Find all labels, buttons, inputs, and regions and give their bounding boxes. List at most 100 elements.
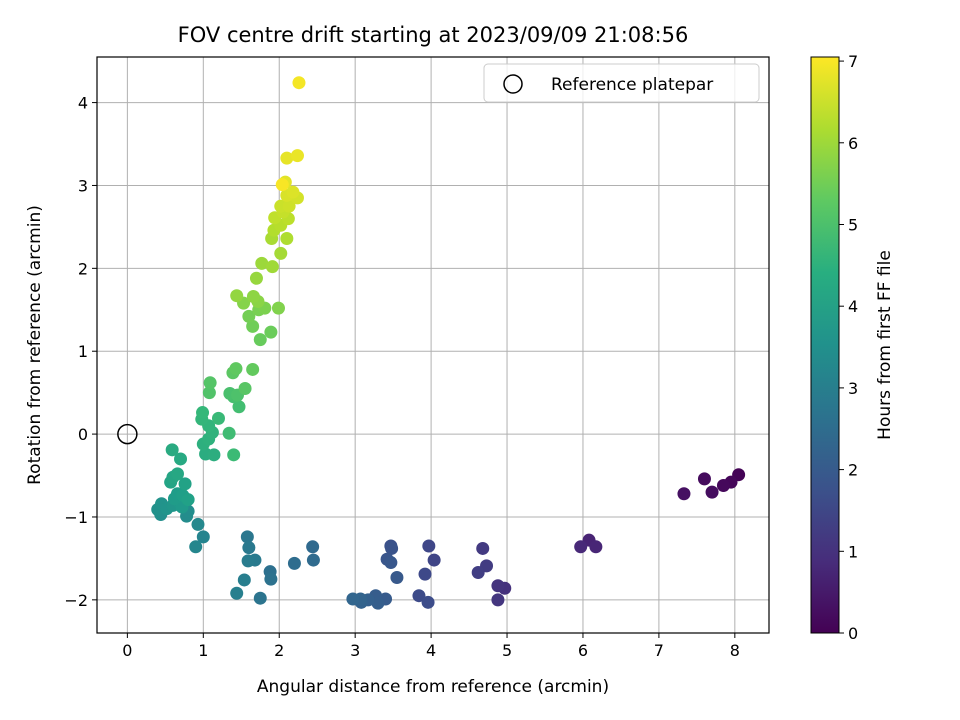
x-tick-label: 3: [350, 641, 360, 660]
y-axis-label: Rotation from reference (arcmin): [25, 205, 45, 485]
data-point: [181, 493, 195, 507]
data-point: [246, 290, 260, 304]
data-point: [242, 541, 256, 555]
data-point: [371, 596, 385, 610]
data-point: [227, 448, 241, 462]
data-point: [202, 386, 216, 400]
data-point: [471, 565, 485, 579]
x-axis-ticks: 0 1 2 3 4 5 6 7 8: [122, 633, 740, 660]
data-point: [178, 477, 192, 491]
data-point: [246, 362, 260, 376]
data-point: [589, 540, 603, 554]
data-point: [422, 539, 436, 553]
data-point: [282, 199, 296, 213]
legend: Reference platepar: [483, 63, 760, 103]
x-tick-label: 6: [578, 641, 588, 660]
data-point: [271, 301, 285, 315]
data-point: [274, 246, 288, 260]
data-point: [249, 271, 263, 285]
y-axis-ticks: −2 −1 0 1 2 3 4: [64, 94, 97, 610]
colorbar-tick-label: 7: [848, 52, 858, 71]
data-point: [207, 448, 221, 462]
data-point: [421, 595, 435, 609]
plot-frame: [96, 56, 770, 634]
data-point: [280, 232, 294, 246]
y-tick-label: −2: [64, 591, 88, 610]
colorbar-tick-label: 6: [848, 134, 858, 153]
data-point: [165, 443, 179, 457]
data-point: [230, 586, 244, 600]
data-point: [242, 309, 256, 323]
x-tick-label: 8: [730, 641, 740, 660]
data-point: [677, 487, 691, 501]
colorbar-tick-label: 0: [848, 624, 858, 643]
colorbar-gradient: [810, 56, 840, 634]
data-point: [253, 333, 267, 347]
x-tick-label: 1: [198, 641, 208, 660]
data-point: [306, 540, 320, 554]
data-point: [346, 592, 360, 606]
data-point: [390, 570, 404, 584]
colorbar-tick-label: 4: [848, 297, 858, 316]
data-point: [237, 573, 251, 587]
data-point: [264, 325, 278, 339]
data-point: [174, 452, 188, 466]
data-point: [170, 467, 184, 481]
reference-marker-layer: [117, 423, 138, 445]
data-point: [705, 485, 719, 499]
data-point: [306, 553, 320, 567]
colorbar-tick-label: 1: [848, 542, 858, 561]
data-points: [151, 76, 746, 610]
x-tick-label: 4: [426, 641, 436, 660]
data-point: [222, 426, 236, 440]
data-point: [385, 541, 399, 555]
legend-box: [483, 63, 760, 103]
data-point: [240, 530, 254, 544]
data-point: [418, 567, 432, 581]
x-tick-label: 0: [122, 641, 132, 660]
x-tick-label: 2: [274, 641, 284, 660]
data-point: [189, 540, 203, 554]
data-point: [427, 553, 441, 567]
data-point: [191, 517, 205, 531]
data-point: [232, 400, 246, 414]
legend-entry-reference: Reference platepar: [551, 75, 713, 95]
data-point: [275, 178, 289, 192]
data-point: [384, 556, 398, 570]
colorbar-label: Hours from first FF file: [875, 250, 895, 440]
y-tick-label: 1: [78, 342, 88, 361]
x-axis-label: Angular distance from reference (arcmin): [257, 677, 609, 697]
data-point: [716, 478, 730, 492]
data-point: [229, 362, 243, 376]
y-tick-label: 4: [78, 94, 88, 113]
data-point: [264, 572, 278, 586]
data-point: [238, 382, 252, 396]
data-point: [476, 541, 490, 555]
data-point: [196, 406, 210, 420]
data-point: [241, 554, 255, 568]
y-tick-label: 3: [78, 176, 88, 195]
colorbar-tick-label: 5: [848, 215, 858, 234]
data-point: [412, 589, 426, 603]
y-tick-label: −1: [64, 508, 88, 527]
y-tick-label: 2: [78, 259, 88, 278]
data-point: [286, 185, 300, 199]
colorbar-ticks: 0 1 2 3 4 5 6 7: [839, 52, 858, 643]
y-tick-label: 0: [78, 425, 88, 444]
data-point: [255, 256, 269, 270]
data-point: [574, 540, 588, 554]
data-point: [287, 556, 301, 570]
reference-platepar-marker: [117, 423, 138, 445]
data-point: [290, 149, 304, 163]
colorbar: 0 1 2 3 4 5 6 7 Hours from first FF file: [810, 52, 895, 643]
data-point: [292, 76, 306, 90]
legend-open-circle-icon: [503, 74, 523, 94]
data-point: [491, 593, 505, 607]
data-point: [491, 579, 505, 593]
x-tick-label: 7: [654, 641, 664, 660]
colorbar-tick-label: 3: [848, 379, 858, 398]
data-point: [253, 591, 267, 605]
chart-title: FOV centre drift starting at 2023/09/09 …: [178, 23, 689, 47]
x-tick-label: 5: [502, 641, 512, 660]
